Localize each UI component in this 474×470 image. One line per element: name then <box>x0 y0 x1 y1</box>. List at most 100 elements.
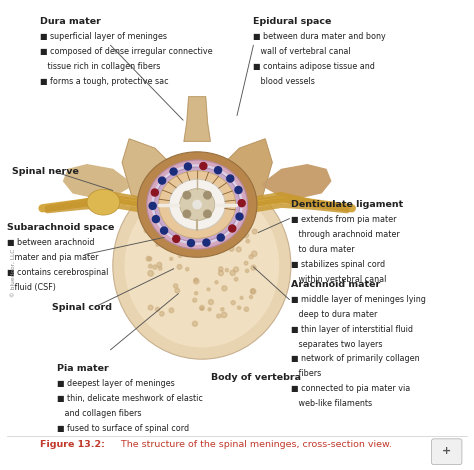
Circle shape <box>148 305 153 310</box>
Circle shape <box>206 228 210 233</box>
Circle shape <box>225 268 228 272</box>
Circle shape <box>155 307 160 311</box>
Text: ■ between dura mater and bony: ■ between dura mater and bony <box>254 32 386 41</box>
Circle shape <box>183 205 188 211</box>
Text: fibers: fibers <box>291 369 321 378</box>
Text: ■ network of primarily collagen: ■ network of primarily collagen <box>291 354 419 363</box>
Circle shape <box>157 262 162 267</box>
Circle shape <box>192 248 196 252</box>
Polygon shape <box>184 97 210 141</box>
Circle shape <box>228 207 231 211</box>
Text: Spinal nerve: Spinal nerve <box>12 167 79 176</box>
Circle shape <box>194 278 198 282</box>
Circle shape <box>148 264 152 268</box>
Text: web-like filaments: web-like filaments <box>291 400 372 408</box>
Circle shape <box>219 271 224 276</box>
Circle shape <box>200 306 204 310</box>
Circle shape <box>156 243 160 246</box>
Circle shape <box>148 257 152 261</box>
Circle shape <box>192 321 198 326</box>
Circle shape <box>173 211 176 214</box>
Circle shape <box>251 265 256 270</box>
Circle shape <box>158 266 162 270</box>
Circle shape <box>160 312 164 316</box>
Circle shape <box>246 239 250 243</box>
Circle shape <box>235 187 242 194</box>
Circle shape <box>250 289 256 294</box>
Circle shape <box>223 229 227 233</box>
Circle shape <box>217 235 222 240</box>
Text: ■ between arachnoid: ■ between arachnoid <box>8 238 95 247</box>
Text: ■ middle layer of meninges lying: ■ middle layer of meninges lying <box>291 295 426 304</box>
Text: Subarachnoid space: Subarachnoid space <box>8 223 115 232</box>
Circle shape <box>227 175 234 182</box>
Circle shape <box>252 229 257 234</box>
Circle shape <box>170 257 173 260</box>
Circle shape <box>178 229 183 235</box>
Circle shape <box>152 216 159 223</box>
Text: Body of vertebra: Body of vertebra <box>211 373 301 382</box>
Polygon shape <box>64 164 132 197</box>
Ellipse shape <box>152 164 243 245</box>
Circle shape <box>155 234 158 237</box>
Polygon shape <box>122 139 174 204</box>
Circle shape <box>219 267 223 271</box>
Text: wall of vertebral canal: wall of vertebral canal <box>254 47 351 56</box>
Circle shape <box>204 191 211 199</box>
Text: blood vessels: blood vessels <box>254 77 315 86</box>
Circle shape <box>177 265 182 269</box>
Circle shape <box>151 189 158 196</box>
Circle shape <box>157 212 162 215</box>
Circle shape <box>195 292 198 295</box>
Circle shape <box>169 308 174 313</box>
Ellipse shape <box>155 167 240 242</box>
Ellipse shape <box>159 171 236 238</box>
Circle shape <box>170 168 177 175</box>
Circle shape <box>215 167 221 174</box>
Circle shape <box>244 307 248 312</box>
Circle shape <box>252 251 257 257</box>
Circle shape <box>244 261 248 265</box>
Circle shape <box>238 200 245 207</box>
Circle shape <box>217 234 224 241</box>
Circle shape <box>243 233 248 238</box>
Text: Epidural space: Epidural space <box>254 17 332 26</box>
Text: through arachnoid mater: through arachnoid mater <box>291 230 400 239</box>
Text: Pia mater: Pia mater <box>56 364 109 373</box>
Circle shape <box>236 213 243 220</box>
Text: The structure of the spinal meninges, cross-section view.: The structure of the spinal meninges, cr… <box>118 440 392 449</box>
Ellipse shape <box>125 183 279 347</box>
Circle shape <box>187 240 194 247</box>
Circle shape <box>204 210 211 218</box>
Ellipse shape <box>180 188 215 220</box>
Ellipse shape <box>169 179 225 230</box>
Text: ■ thin layer of interstitial fluid: ■ thin layer of interstitial fluid <box>291 324 413 334</box>
Text: ■ forms a tough, protective sac: ■ forms a tough, protective sac <box>40 77 169 86</box>
Ellipse shape <box>137 152 257 257</box>
Circle shape <box>230 244 234 248</box>
Circle shape <box>215 281 218 284</box>
Circle shape <box>183 191 191 199</box>
Text: fluid (CSF): fluid (CSF) <box>8 283 56 292</box>
Text: Spinal cord: Spinal cord <box>52 303 112 312</box>
Circle shape <box>159 177 165 184</box>
Circle shape <box>230 270 235 275</box>
Text: Figure 13.2:: Figure 13.2: <box>40 440 105 449</box>
Circle shape <box>222 286 227 291</box>
Text: Dura mater: Dura mater <box>40 17 101 26</box>
Circle shape <box>209 299 213 305</box>
Circle shape <box>193 298 197 302</box>
Text: © bluedoor, LLC: © bluedoor, LLC <box>10 248 16 297</box>
Circle shape <box>237 306 241 309</box>
Text: within vertebral canal: within vertebral canal <box>291 275 386 284</box>
Polygon shape <box>220 139 272 204</box>
Circle shape <box>193 200 201 209</box>
Circle shape <box>156 213 159 217</box>
Circle shape <box>201 307 203 310</box>
Circle shape <box>183 210 191 218</box>
Circle shape <box>146 257 151 261</box>
Circle shape <box>190 226 193 229</box>
Circle shape <box>221 308 224 311</box>
Circle shape <box>234 277 238 281</box>
Text: ■ composed of dense irregular connective: ■ composed of dense irregular connective <box>40 47 213 56</box>
